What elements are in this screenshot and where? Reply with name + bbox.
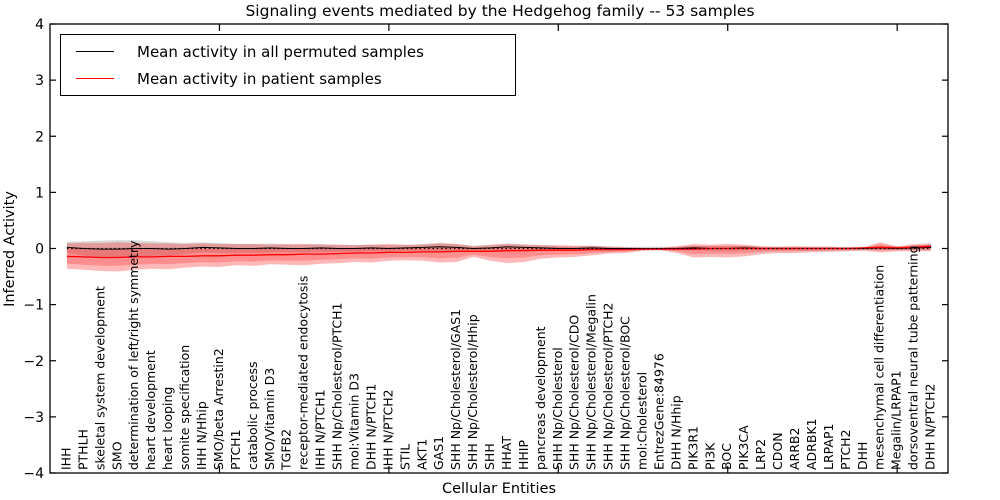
svg-text:SMO/Vitamin D3: SMO/Vitamin D3 bbox=[262, 368, 277, 470]
svg-text:1: 1 bbox=[35, 185, 44, 201]
svg-text:DHH N/PTCH2: DHH N/PTCH2 bbox=[923, 384, 938, 470]
svg-text:SHH Np/Cholesterol/CDO: SHH Np/Cholesterol/CDO bbox=[567, 315, 582, 470]
svg-text:−3: −3 bbox=[23, 410, 44, 426]
legend: Mean activity in all permuted samples Me… bbox=[60, 34, 516, 96]
svg-text:STIL: STIL bbox=[397, 444, 412, 470]
svg-text:SMO: SMO bbox=[109, 441, 124, 470]
svg-text:LRPAP1: LRPAP1 bbox=[821, 424, 836, 470]
svg-text:mol:Cholesterol: mol:Cholesterol bbox=[635, 372, 650, 470]
svg-text:PIK3CA: PIK3CA bbox=[736, 425, 751, 470]
svg-text:3: 3 bbox=[35, 73, 44, 89]
svg-text:skeletal system development: skeletal system development bbox=[92, 286, 107, 470]
svg-text:SHH Np/Cholesterol/PTCH1: SHH Np/Cholesterol/PTCH1 bbox=[330, 303, 345, 471]
svg-text:determination of left/right sy: determination of left/right symmetry bbox=[126, 240, 141, 470]
red-line-sample bbox=[76, 78, 114, 79]
svg-text:4: 4 bbox=[35, 17, 44, 33]
svg-text:dorsoventral neural tube patte: dorsoventral neural tube patterning bbox=[906, 246, 921, 471]
svg-text:catabolic process: catabolic process bbox=[245, 361, 260, 470]
svg-text:SMO/beta Arrestin2: SMO/beta Arrestin2 bbox=[211, 348, 226, 470]
svg-text:IHH N/PTCH1: IHH N/PTCH1 bbox=[313, 389, 328, 470]
svg-text:SHH Np/Cholesterol/Hhip: SHH Np/Cholesterol/Hhip bbox=[465, 314, 480, 470]
svg-text:IHH: IHH bbox=[58, 448, 73, 471]
y-axis-title: Inferred Activity bbox=[2, 191, 18, 307]
svg-text:BOC: BOC bbox=[719, 443, 734, 470]
legend-label-patient: Mean activity in patient samples bbox=[137, 69, 382, 88]
svg-text:mol:Vitamin D3: mol:Vitamin D3 bbox=[347, 373, 362, 470]
svg-text:ARRB2: ARRB2 bbox=[787, 428, 802, 470]
svg-text:PTCH1: PTCH1 bbox=[228, 429, 243, 470]
svg-text:receptor-mediated endocytosis: receptor-mediated endocytosis bbox=[296, 276, 311, 470]
svg-text:SHH: SHH bbox=[482, 443, 497, 470]
svg-text:DHH N/PTCH1: DHH N/PTCH1 bbox=[363, 384, 378, 470]
svg-text:2: 2 bbox=[35, 129, 44, 145]
svg-text:IHH N/Hhip: IHH N/Hhip bbox=[194, 401, 209, 470]
svg-text:PIK3R1: PIK3R1 bbox=[685, 426, 700, 470]
svg-text:mesenchymal cell differentiati: mesenchymal cell differentiation bbox=[872, 265, 887, 470]
svg-text:heart development: heart development bbox=[143, 350, 158, 470]
chart-title: Signaling events mediated by the Hedgeho… bbox=[245, 2, 755, 20]
svg-text:TGFB2: TGFB2 bbox=[279, 429, 294, 471]
svg-text:HHAT: HHAT bbox=[499, 436, 514, 470]
svg-text:CDON: CDON bbox=[770, 432, 785, 470]
svg-text:LRP2: LRP2 bbox=[753, 439, 768, 470]
svg-text:PTCH2: PTCH2 bbox=[838, 429, 853, 470]
svg-text:AKT1: AKT1 bbox=[414, 439, 429, 470]
svg-text:−2: −2 bbox=[23, 354, 44, 370]
svg-text:−1: −1 bbox=[23, 298, 44, 314]
svg-text:heart looping: heart looping bbox=[160, 387, 175, 470]
svg-text:SHH Np/Cholesterol: SHH Np/Cholesterol bbox=[550, 347, 565, 470]
svg-text:IHH N/PTCH2: IHH N/PTCH2 bbox=[380, 389, 395, 470]
svg-text:HHIP: HHIP bbox=[516, 440, 531, 470]
svg-text:EntrezGene:84976: EntrezGene:84976 bbox=[652, 353, 667, 470]
svg-text:GAS1: GAS1 bbox=[431, 436, 446, 470]
svg-text:ADRBK1: ADRBK1 bbox=[804, 418, 819, 470]
svg-text:somite specification: somite specification bbox=[177, 345, 192, 470]
svg-text:−4: −4 bbox=[23, 466, 44, 482]
data-lines bbox=[66, 245, 932, 259]
legend-item-permuted: Mean activity in all permuted samples bbox=[61, 39, 515, 65]
x-tick-labels: IHH PTHLH skeletal system development SMO de… bbox=[58, 240, 937, 471]
confidence-bands bbox=[66, 240, 932, 272]
svg-text:0: 0 bbox=[35, 242, 44, 258]
svg-text:DHH N/Hhip: DHH N/Hhip bbox=[668, 395, 683, 470]
legend-item-patient: Mean activity in patient samples bbox=[61, 66, 515, 92]
svg-text:Megalin/LRPAP1: Megalin/LRPAP1 bbox=[889, 370, 904, 470]
svg-text:SHH Np/Cholesterol/BOC: SHH Np/Cholesterol/BOC bbox=[618, 316, 633, 470]
black-line-sample bbox=[76, 51, 114, 52]
legend-label-permuted: Mean activity in all permuted samples bbox=[137, 42, 424, 61]
svg-text:DHH: DHH bbox=[855, 442, 870, 470]
svg-text:SHH Np/Cholesterol/PTCH2: SHH Np/Cholesterol/PTCH2 bbox=[601, 303, 616, 471]
x-axis-title: Cellular Entities bbox=[442, 481, 556, 497]
svg-text:pancreas development: pancreas development bbox=[533, 326, 548, 470]
svg-text:PI3K: PI3K bbox=[702, 442, 717, 470]
svg-text:SHH Np/Cholesterol/Megalin: SHH Np/Cholesterol/Megalin bbox=[584, 294, 599, 470]
axes: −4 −3 −2 −1 0 1 2 3 4 bbox=[23, 17, 949, 482]
svg-text:SHH Np/Cholesterol/GAS1: SHH Np/Cholesterol/GAS1 bbox=[448, 309, 463, 470]
svg-text:PTHLH: PTHLH bbox=[75, 429, 90, 470]
